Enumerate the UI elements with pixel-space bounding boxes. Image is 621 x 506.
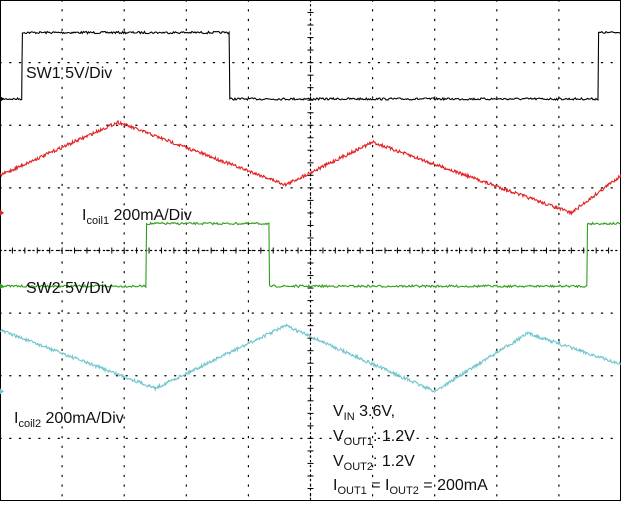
- trace-1: [0, 30, 621, 102]
- channel-ground-marker: [0, 283, 4, 290]
- trace-3: [0, 119, 621, 216]
- channel-ground-marker: [0, 209, 4, 216]
- vin-annotation: VIN 3.6V,: [333, 403, 396, 423]
- trace-2: [0, 221, 621, 289]
- icoil1-label: Icoil1 200mA/Div: [82, 207, 192, 227]
- sw2-label: SW2 5V/Div: [26, 280, 113, 297]
- trace-4: [0, 323, 621, 394]
- sw1-label: SW1 5V/Div: [26, 65, 113, 82]
- vout1-annotation: VOUT1: 1.2V: [333, 428, 415, 448]
- channel-ground-marker: [0, 95, 4, 102]
- icoil2-label: Icoil2 200mA/Div: [14, 410, 124, 430]
- iout-annotation: IOUT1 = IOUT2 = 200mA: [333, 477, 488, 497]
- vout2-annotation: VOUT2: 1.2V: [333, 453, 415, 473]
- channel-ground-marker: [0, 388, 4, 395]
